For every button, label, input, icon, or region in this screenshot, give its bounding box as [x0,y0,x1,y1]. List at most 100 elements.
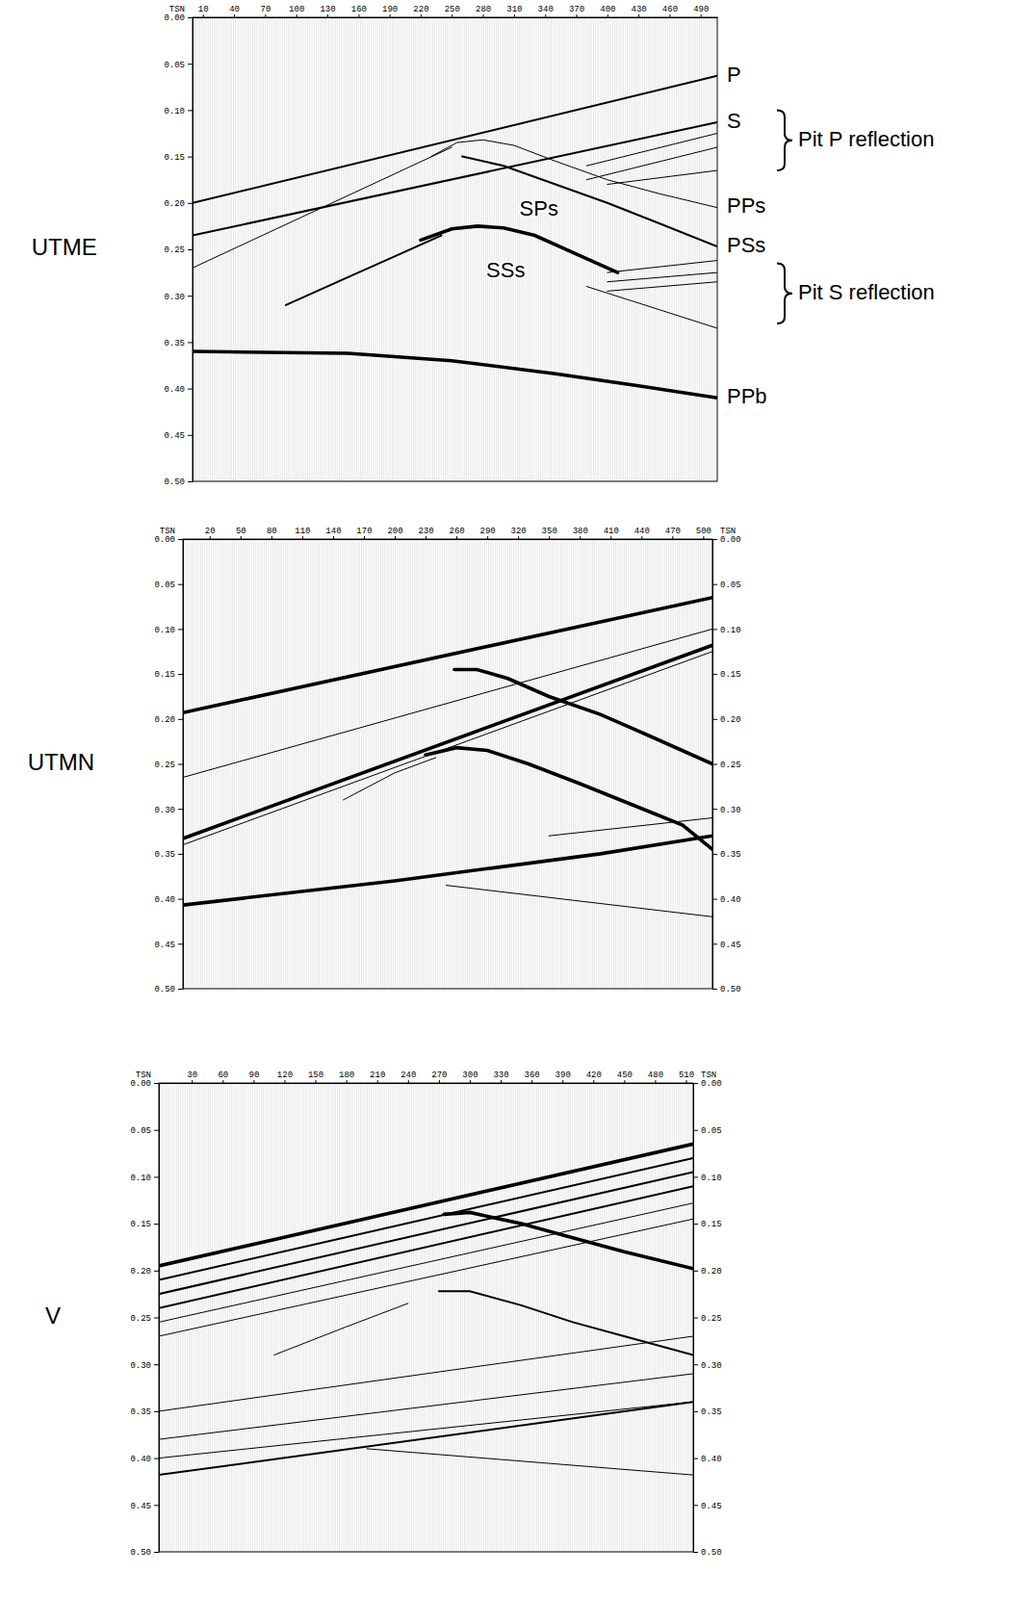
trace [362,1083,364,1552]
trace [250,17,252,482]
trace [401,539,403,989]
tick-label: 0.10 [154,625,176,636]
trace [675,17,677,482]
trace [195,17,197,482]
tick: 170 [356,526,372,540]
tick-mark [693,1223,698,1225]
tick: 120 [277,1070,293,1084]
trace [257,1083,259,1552]
trace [318,539,320,989]
tick: 0.45 [129,1501,159,1512]
trace [534,1083,536,1552]
trace [518,17,520,482]
trace [505,539,507,989]
panel-title: V [45,1302,61,1329]
tick-mark [187,109,193,111]
trace [313,17,315,482]
trace [275,17,277,482]
trace [650,17,652,482]
trace [470,1083,472,1552]
trace [248,17,250,482]
trace [684,1083,686,1552]
tick: 0.10 [129,1173,159,1184]
trace [400,17,402,482]
trace [258,1083,260,1552]
trace [221,539,223,989]
tick-label: 0.35 [129,1407,152,1418]
trace [510,17,512,482]
trace [614,1083,616,1552]
trace [255,539,257,989]
tick-mark [222,1080,224,1084]
tick: 0.45 [712,940,742,951]
panel: 3060901201501802102402703003303603904204… [45,1070,723,1558]
tick-label: 0.00 [163,13,185,24]
trace [217,539,219,989]
trace [616,17,618,482]
trace [288,539,290,989]
trace [313,1083,315,1552]
trace [294,17,296,482]
trace [376,539,378,989]
trace [595,539,597,989]
trace [521,1083,523,1552]
trace [687,539,689,989]
tick: 10 [198,4,209,18]
tick-label: 0.30 [700,1361,723,1371]
trace [293,539,295,989]
trace [425,17,427,482]
event-line [158,1401,694,1475]
trace [544,1083,546,1552]
trace [273,17,275,482]
trace [487,17,489,482]
event-line [158,1401,694,1458]
trace [603,17,605,482]
trace [340,17,342,482]
tick-label: 280 [475,4,492,15]
tick-label: 510 [678,1070,695,1081]
trace [185,539,187,989]
tick: 40 [229,4,240,18]
trace [413,17,414,482]
trace [361,539,362,989]
tick: 20 [205,526,216,540]
tick: 270 [431,1070,447,1084]
trace [202,539,204,989]
trace [541,539,543,989]
bracket-label: Pit P reflection [798,127,934,152]
trace [432,17,434,482]
trace [434,1083,436,1552]
trace [362,539,364,989]
trace [698,17,700,482]
trace [199,1083,201,1552]
trace [299,1083,301,1552]
trace [210,539,212,989]
trace [429,539,431,989]
trace [216,1083,218,1552]
trace [375,1083,377,1552]
trace [515,17,517,482]
tick-label: 140 [325,526,341,537]
trace [493,1083,495,1552]
trace [550,1083,552,1552]
trace [548,1083,550,1552]
trace [465,1083,467,1552]
trace-texture [185,539,712,989]
trace [523,1083,525,1552]
tick: 410 [603,526,620,540]
x-axis: 2050801101401702002302602903203503804104… [183,526,714,541]
trace [612,17,614,482]
x-axis-title: TSN [720,526,736,537]
axis-line [183,539,714,541]
trace [490,539,492,989]
tick: 290 [480,526,496,540]
trace [696,539,698,989]
trace [464,1083,466,1552]
trace [218,17,220,482]
tick: 0.00 [129,1079,159,1089]
tick-mark [469,1080,471,1084]
trace [196,539,198,989]
trace [686,1083,688,1552]
tick-mark [686,1080,688,1084]
tick-label: 440 [634,526,650,537]
